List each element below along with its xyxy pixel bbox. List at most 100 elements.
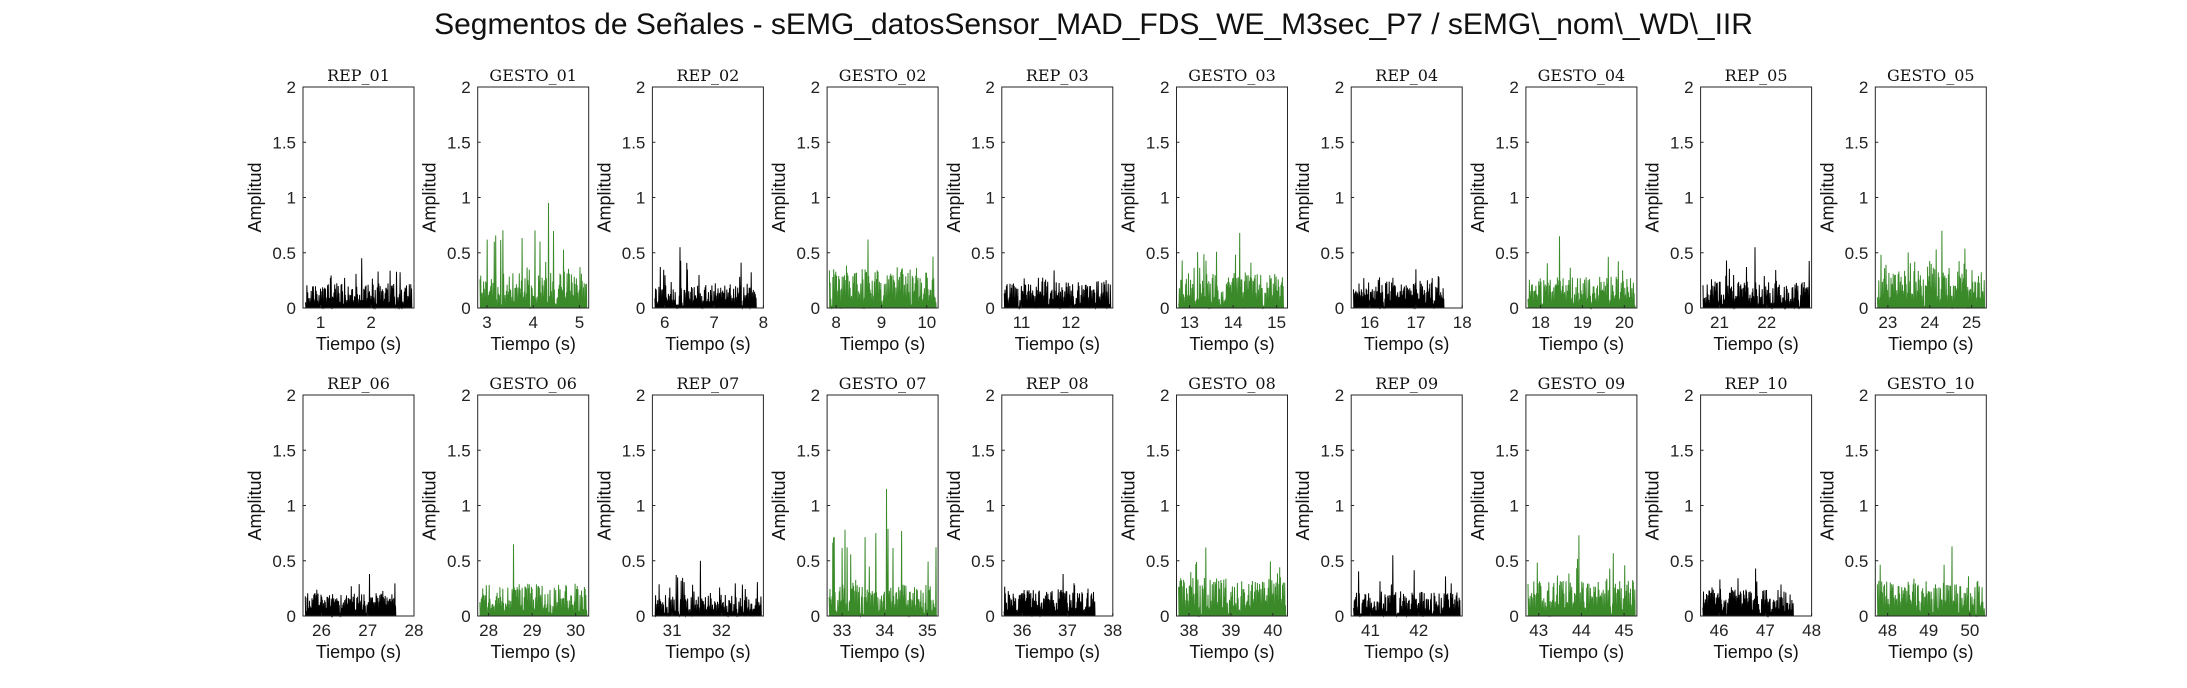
y-tick-label: 1.5 [796, 133, 820, 152]
x-tick-label: 1 [316, 313, 325, 332]
y-tick-label: 0.5 [1845, 552, 1869, 571]
y-tick-label: 1 [1160, 497, 1169, 516]
y-tick-label: 2 [1160, 78, 1169, 97]
y-tick-label: 0.5 [1670, 244, 1694, 263]
signal-trace [1527, 236, 1636, 310]
y-tick-label: 2 [985, 78, 994, 97]
y-tick-label: 1 [287, 497, 296, 516]
x-axis-label: Tiempo (s) [1015, 334, 1100, 354]
x-axis-label: Tiempo (s) [1364, 334, 1449, 354]
y-tick-label: 1.5 [1495, 133, 1519, 152]
x-axis-label: Tiempo (s) [1539, 334, 1624, 354]
subplot-gesto-09: GESTO_09 0 0.5 1 1.5 2 43 44 45 Tiempo (s) Amplitu… [1468, 374, 1638, 662]
y-tick-label: 0.5 [1495, 244, 1519, 263]
y-tick-label: 1.5 [1670, 441, 1694, 460]
y-tick-label: 1.5 [1670, 133, 1694, 152]
axes-box [826, 86, 939, 309]
subplot-title: GESTO_02 [839, 66, 927, 85]
x-tick-label: 9 [877, 313, 886, 332]
signal-trace [1702, 568, 1794, 618]
signal-trace [1876, 230, 1986, 310]
x-tick-label: 2 [366, 313, 375, 332]
y-axis-label: Amplitud [1293, 470, 1313, 540]
x-tick-label: 42 [1409, 621, 1428, 640]
y-tick-label: 1 [287, 189, 296, 208]
x-tick-label: 39 [1221, 621, 1240, 640]
y-tick-label: 0.5 [1670, 552, 1694, 571]
y-axis-label: Amplitud [1817, 162, 1837, 232]
subplot-title: REP_05 [1725, 66, 1788, 85]
y-tick-label: 2 [1684, 78, 1693, 97]
y-axis-label: Amplitud [1643, 470, 1663, 540]
y-tick-label: 1.5 [1495, 441, 1519, 460]
y-tick-label: 1 [1684, 189, 1693, 208]
y-tick-label: 1.5 [1146, 441, 1170, 460]
y-tick-label: 2 [1335, 386, 1344, 405]
x-tick-label: 7 [709, 313, 718, 332]
signal-trace [1353, 269, 1445, 310]
x-axis-label: Tiempo (s) [1364, 642, 1449, 662]
x-tick-label: 37 [1058, 621, 1077, 640]
x-tick-label: 11 [1013, 313, 1031, 332]
y-tick-label: 0 [1160, 607, 1169, 626]
x-axis-label: Tiempo (s) [316, 642, 401, 662]
y-tick-label: 1.5 [272, 133, 296, 152]
subplot-title: REP_08 [1026, 374, 1089, 393]
signal-trace [479, 544, 588, 617]
signal-trace [828, 488, 937, 618]
signal-trace [654, 560, 762, 618]
signal-trace [305, 258, 413, 310]
x-tick-label: 38 [1103, 621, 1122, 640]
y-tick-label: 1.5 [971, 133, 995, 152]
y-tick-label: 1 [461, 189, 470, 208]
subplot-gesto-08: GESTO_08 0 0.5 1 1.5 2 38 39 40 Tiempo (s) Amplitu… [1119, 374, 1288, 662]
y-tick-label: 0 [461, 607, 470, 626]
y-tick-label: 2 [636, 386, 645, 405]
x-tick-label: 5 [575, 313, 584, 332]
y-tick-label: 1.5 [622, 133, 646, 152]
subplot-rep-05: REP_05 0 0.5 1 1.5 2 21 22 Tiempo (s) Amplitud [1643, 66, 1813, 354]
y-tick-label: 2 [287, 386, 296, 405]
y-tick-label: 0.5 [1321, 244, 1345, 263]
y-tick-label: 1.5 [1845, 441, 1869, 460]
x-tick-label: 30 [566, 621, 585, 640]
signal-trace [1527, 535, 1636, 618]
y-tick-label: 1.5 [622, 441, 646, 460]
y-axis-label: Amplitud [594, 470, 614, 540]
subplot-rep-02: REP_02 0 0.5 1 1.5 2 6 7 8 Tiempo (s) Amplitud [594, 66, 768, 354]
y-tick-label: 0.5 [1495, 552, 1519, 571]
axes-box [1176, 86, 1288, 309]
x-tick-label: 46 [1710, 621, 1729, 640]
subplot-title: REP_01 [327, 66, 390, 85]
y-tick-label: 2 [636, 78, 645, 97]
subplot-title: REP_03 [1026, 66, 1089, 85]
x-axis-label: Tiempo (s) [840, 642, 925, 662]
signal-trace [1353, 555, 1461, 618]
axes-box [826, 394, 939, 617]
x-tick-label: 8 [759, 313, 768, 332]
y-tick-label: 1.5 [447, 441, 471, 460]
y-tick-label: 0 [985, 299, 994, 318]
x-tick-label: 48 [1802, 621, 1821, 640]
subplot-gesto-01: GESTO_01 0 0.5 1 1.5 2 3 4 5 Tiempo (s) Amplitud [420, 66, 590, 354]
axes-box [1700, 86, 1813, 309]
x-tick-label: 23 [1878, 313, 1897, 332]
x-tick-label: 45 [1615, 621, 1634, 640]
y-tick-label: 0.5 [796, 552, 820, 571]
x-tick-label: 48 [1878, 621, 1897, 640]
y-tick-label: 1 [811, 497, 820, 516]
x-tick-label: 41 [1361, 621, 1380, 640]
y-axis-label: Amplitud [245, 162, 265, 232]
axes-box [1001, 394, 1114, 617]
subplot-gesto-06: GESTO_06 0 0.5 1 1.5 2 28 29 30 Tiempo (s) Amplitu… [420, 374, 590, 662]
y-axis-label: Amplitud [594, 162, 614, 232]
y-tick-label: 1 [985, 189, 994, 208]
x-axis-label: Tiempo (s) [840, 334, 925, 354]
y-tick-label: 1.5 [971, 441, 995, 460]
x-tick-label: 25 [1962, 313, 1981, 332]
x-tick-label: 36 [1013, 621, 1032, 640]
y-axis-label: Amplitud [245, 470, 265, 540]
subplot-title: GESTO_10 [1887, 374, 1975, 393]
